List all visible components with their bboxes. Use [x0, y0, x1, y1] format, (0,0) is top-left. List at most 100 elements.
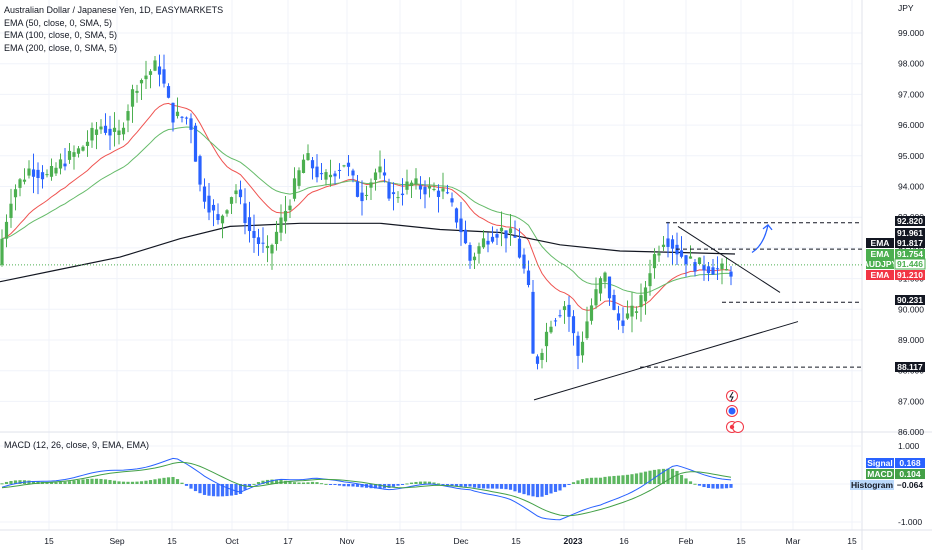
candle-body [576, 335, 580, 356]
candle-body [337, 169, 342, 171]
macd-tag-label: MACD [867, 469, 893, 479]
candle-body [153, 60, 157, 71]
price-tag-value-bg [895, 295, 925, 305]
price-tag-value-bg [895, 249, 925, 259]
macd-histogram-bar [166, 477, 171, 484]
candle-body [387, 182, 391, 199]
candle-body [18, 179, 22, 188]
event-markers[interactable] [726, 390, 744, 433]
macd-histogram-bar [45, 482, 49, 484]
candle-body [724, 269, 729, 271]
candle-body [693, 262, 697, 272]
macd-histogram-bar [256, 482, 261, 484]
candle-body [279, 217, 283, 233]
macd-histogram-bar [337, 484, 342, 486]
candle-body [211, 204, 216, 211]
ema-200-legend[interactable]: EMA (200, close, 0, SMA, 5) [4, 42, 118, 53]
macd-histogram-bar [436, 483, 441, 485]
macd-histogram-bar [121, 481, 126, 484]
candle-body [423, 187, 427, 195]
macd-histogram-bar [373, 484, 378, 489]
price-tag-label: EMA [871, 249, 890, 259]
macd-histogram-bar [342, 484, 346, 487]
candle-body [441, 188, 445, 192]
macd-histogram-bar [648, 470, 652, 484]
candle-body [666, 238, 670, 247]
candle-body [715, 268, 720, 270]
macd-histogram-bar [391, 484, 396, 487]
macd-histogram-bar [112, 480, 117, 484]
macd-histogram-bar [477, 484, 481, 489]
candle-body [549, 326, 553, 333]
candle-body [508, 228, 513, 234]
macd-legend[interactable]: MACD (12, 26, close, 9, EMA, EMA) [4, 440, 150, 450]
macd-histogram-bar [616, 475, 621, 484]
price-tag-value: 90.231 [897, 295, 923, 305]
candle-body [247, 217, 252, 232]
candle-body [405, 181, 409, 190]
trendline-drawings[interactable] [0, 222, 862, 401]
time-tick-label: Mar [786, 536, 801, 546]
macd-histogram-bar [85, 478, 90, 484]
macd-histogram-bar [153, 479, 157, 484]
candle-body [76, 148, 81, 154]
candle-body [634, 311, 639, 313]
candle-body [720, 263, 724, 270]
price-tag-value: 91.754 [897, 249, 923, 259]
macd-tag-label-bg [850, 480, 894, 490]
macd-histogram-bar [562, 484, 567, 488]
macd-histogram-bar [427, 481, 432, 484]
candle-body [274, 231, 279, 244]
macd-histogram-bar [432, 482, 436, 484]
macd-histogram-bar [621, 475, 625, 484]
macd-histogram-bar [117, 481, 121, 484]
macd-histogram-bar [310, 481, 315, 484]
candle-body [535, 356, 540, 364]
macd-histogram-bar [589, 477, 594, 484]
candle-body [400, 193, 405, 196]
macd-tick-label: 1.000 [898, 441, 920, 451]
projection-arrow [751, 224, 769, 254]
macd-histogram-bar [715, 484, 720, 489]
macd-histogram-bar [252, 483, 256, 485]
symbol-title[interactable]: Australian Dollar / Japanese Yen, 1D, EA… [4, 5, 224, 15]
candle-body [229, 197, 234, 204]
macd-histogram-bar [90, 478, 94, 484]
macd-tag-value: −0.064 [897, 480, 924, 490]
candle-body [391, 192, 396, 195]
candle-body [432, 188, 436, 190]
time-axis[interactable]: 15 Sep 15 Oct 17 Nov 15 Dec 15 2023 16 Feb 15 Mar 15 [44, 536, 857, 546]
candle-body [207, 195, 211, 213]
ema-100-legend[interactable]: EMA (100, close, 0, SMA, 5) [4, 30, 118, 40]
candle-body [351, 170, 355, 176]
flag-jp-icon[interactable] [726, 421, 744, 433]
flag-au-icon[interactable] [726, 405, 738, 417]
macd-pane: 1.0000.000-1.000 [0, 441, 922, 527]
candle-body [657, 253, 661, 256]
candle-body [85, 141, 90, 146]
time-tick-label: 15 [44, 536, 54, 546]
price-tag-value: 88.117 [897, 362, 923, 372]
time-tick-label: 17 [283, 536, 293, 546]
macd-histogram-bar [688, 481, 693, 484]
macd-histogram-bar [216, 484, 220, 497]
macd-histogram-bar [315, 482, 319, 484]
ema-50-legend[interactable]: EMA (50, close, 0, SMA, 5) [4, 17, 113, 28]
candle-body [648, 273, 652, 287]
macd-histogram-bar [333, 484, 337, 485]
macd-histogram-bar [27, 480, 31, 484]
macd-histogram-bar [670, 468, 675, 484]
time-tick-label: 15 [167, 536, 177, 546]
macd-histogram-bar [454, 484, 459, 487]
candle-body [463, 229, 468, 244]
lightning-icon[interactable] [726, 390, 738, 402]
macd-histogram-bar [639, 472, 643, 484]
macd-histogram-bar [679, 474, 684, 484]
support-trendline [533, 321, 799, 401]
macd-histogram-bar [288, 481, 292, 484]
macd-histogram-bar [202, 484, 207, 495]
candle-body [94, 129, 99, 135]
candle-body [513, 235, 517, 238]
candle-body [252, 231, 256, 238]
